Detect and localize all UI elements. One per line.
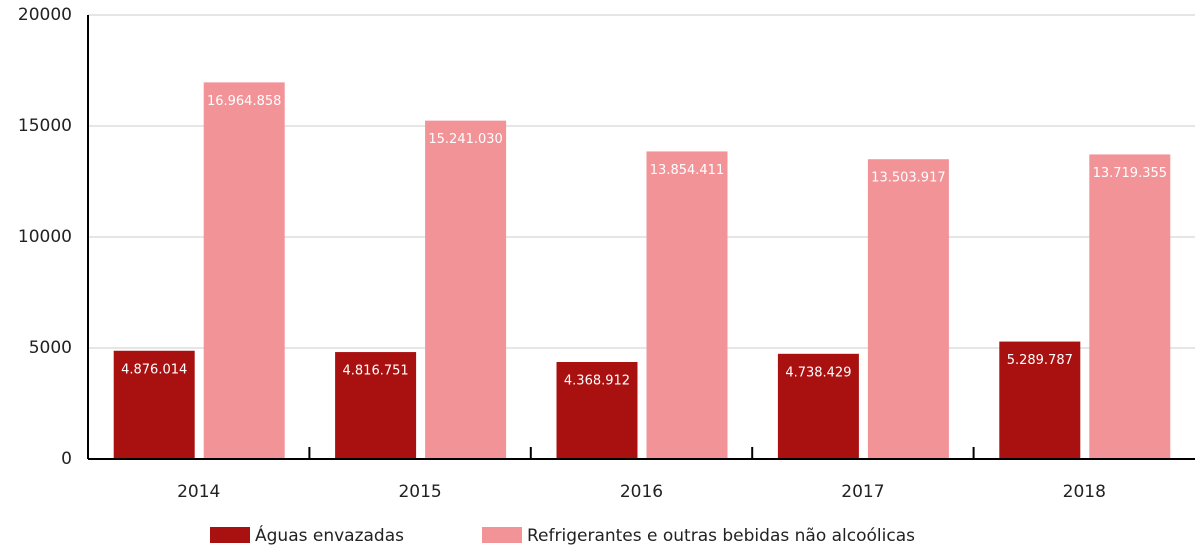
legend-swatch — [210, 527, 250, 543]
y-tick-label: 20000 — [18, 5, 72, 25]
value-label: 15.241.030 — [428, 132, 502, 147]
bar — [335, 352, 417, 459]
y-tick-label: 10000 — [18, 227, 72, 247]
value-label: 13.503.917 — [871, 171, 945, 186]
y-tick-label: 5000 — [29, 338, 72, 358]
x-tick-label: 2014 — [177, 482, 220, 502]
legend-label: Águas envazadas — [255, 524, 404, 546]
x-tick-label: 2018 — [1063, 482, 1106, 502]
value-label: 4.738.429 — [785, 365, 851, 380]
bar — [1089, 154, 1171, 460]
x-tick-label: 2016 — [620, 482, 663, 502]
bar — [777, 353, 859, 459]
bar — [556, 362, 638, 459]
x-tick-label: 2015 — [398, 482, 441, 502]
legend-swatch — [482, 527, 522, 543]
y-tick-label: 15000 — [18, 116, 72, 136]
value-label: 13.719.355 — [1093, 166, 1167, 181]
value-label: 13.854.411 — [650, 163, 724, 178]
x-tick-label: 2017 — [841, 482, 884, 502]
value-label: 16.964.858 — [207, 94, 281, 109]
bar — [203, 82, 285, 459]
value-label: 4.876.014 — [121, 362, 187, 377]
value-label: 4.368.912 — [564, 374, 630, 389]
value-label: 4.816.751 — [343, 364, 409, 379]
bar — [646, 151, 728, 460]
bar — [867, 159, 949, 459]
bar — [999, 341, 1081, 459]
legend-label: Refrigerantes e outras bebidas não alcoó… — [527, 526, 915, 546]
value-label: 5.289.787 — [1007, 353, 1073, 368]
bar — [425, 120, 507, 459]
bar — [113, 350, 195, 459]
y-tick-label: 0 — [61, 449, 72, 469]
